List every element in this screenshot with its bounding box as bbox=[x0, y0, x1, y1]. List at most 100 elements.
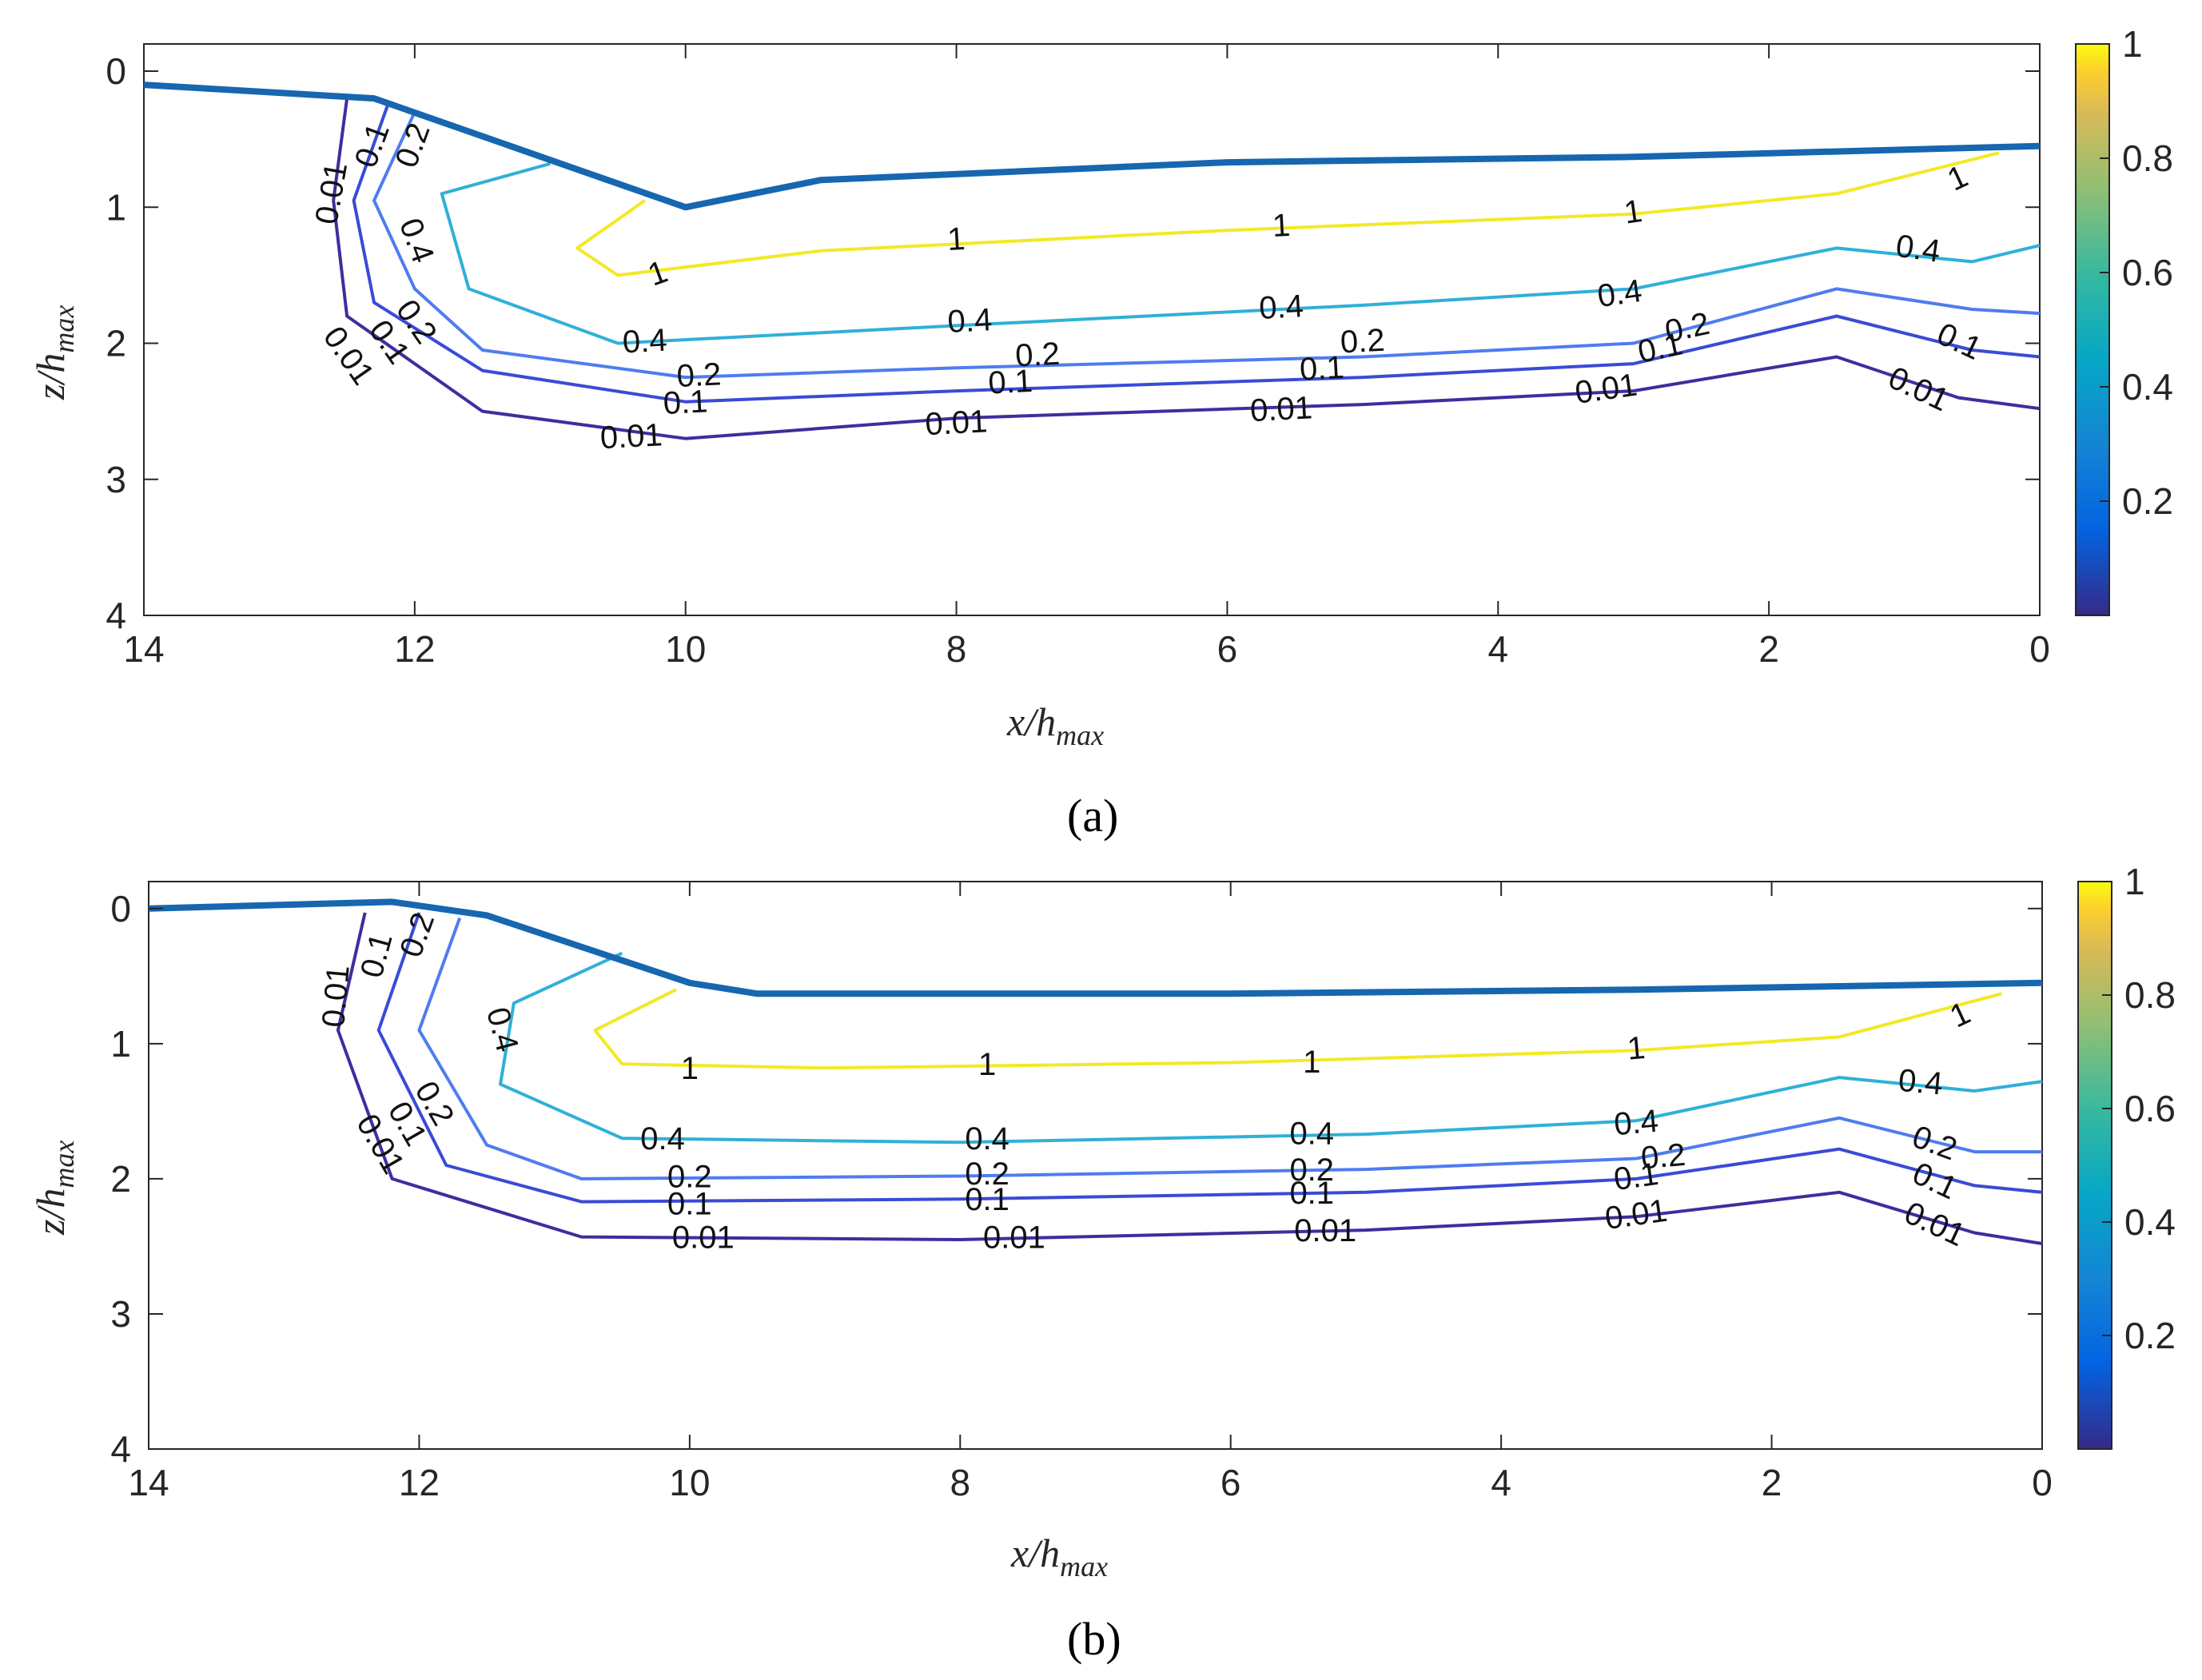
x-tick-label: 2 bbox=[1762, 1462, 1782, 1503]
contour-label: 0.4 bbox=[1897, 1063, 1944, 1102]
contour-label: 0.4 bbox=[1595, 273, 1644, 314]
contour-label: 0.01 bbox=[1603, 1193, 1669, 1236]
contour-label: 0.2 bbox=[676, 356, 723, 394]
contour-label: 0.1 bbox=[1299, 350, 1345, 388]
contour-label: 0.4 bbox=[1258, 289, 1304, 326]
contour-label: 0.2 bbox=[1289, 1153, 1334, 1188]
contour-label: 1 bbox=[946, 221, 966, 257]
panel-b-yticks: 0 1 2 3 4 bbox=[110, 888, 2042, 1470]
colorbar-tick-label: 0.6 bbox=[2124, 1088, 2176, 1129]
contour-label: 0.4 bbox=[946, 302, 993, 340]
colorbar-tick-label: 0.4 bbox=[2124, 1201, 2176, 1243]
panel-a-xlabel: x/hmax bbox=[1006, 699, 1104, 751]
x-tick-label: 8 bbox=[950, 1462, 970, 1503]
panel-a-ylabel: z/hmax bbox=[28, 305, 80, 400]
x-tick-label: 4 bbox=[1487, 628, 1508, 670]
contour-label: 0.2 bbox=[667, 1159, 712, 1194]
y-tick-label: 1 bbox=[106, 186, 126, 228]
contour-line-1 bbox=[593, 988, 2002, 1070]
contour-label: 0.4 bbox=[1613, 1104, 1660, 1143]
contour-label: 0.2 bbox=[965, 1156, 1009, 1192]
contour-label: 0.1 bbox=[667, 1186, 712, 1221]
contour-label: 1 bbox=[1303, 1045, 1320, 1080]
contour-label: 0.01 bbox=[316, 964, 356, 1029]
colorbar-tick-label: 0.8 bbox=[2122, 137, 2173, 179]
free-surface-line bbox=[143, 82, 2041, 211]
panel-a-contours bbox=[143, 82, 2041, 440]
contour-line-0_4 bbox=[499, 951, 2043, 1145]
x-tick-label: 8 bbox=[946, 628, 967, 670]
contour-label: 0.01 bbox=[1249, 390, 1313, 428]
contour-label: 0.2 bbox=[1639, 1137, 1686, 1176]
x-tick-label: 6 bbox=[1217, 628, 1238, 670]
contour-label: 1 bbox=[681, 1051, 699, 1086]
y-tick-label: 3 bbox=[110, 1293, 131, 1335]
y-tick-label: 4 bbox=[110, 1428, 131, 1470]
contour-line-0_1 bbox=[376, 912, 2043, 1204]
y-tick-label: 2 bbox=[110, 1158, 131, 1200]
contour-label: 0.01 bbox=[983, 1220, 1045, 1256]
panel-b-contours bbox=[148, 898, 2043, 1245]
contour-label: 0.01 bbox=[599, 417, 663, 456]
x-tick-label: 4 bbox=[1491, 1462, 1511, 1503]
panel-a-colorbar bbox=[2075, 43, 2110, 616]
colorbar-tick-label: 0.2 bbox=[2122, 480, 2173, 522]
panel-a-colorbar-ticks: 0.2 0.4 0.6 0.8 1 bbox=[2100, 23, 2173, 522]
panel-b-ylabel: z/hmax bbox=[28, 1141, 80, 1236]
contour-label: 0.01 bbox=[1573, 367, 1639, 410]
panel-b-label: (b) bbox=[1067, 1613, 1121, 1665]
colorbar-tick-label: 0.8 bbox=[2124, 974, 2176, 1016]
contour-label: 0.1 bbox=[965, 1182, 1009, 1217]
contour-label: 0.4 bbox=[640, 1121, 685, 1156]
panel-a: 11 1 110.40.40.4 0.4 0.40.40.20.20.20.2 0.2 0.… bbox=[28, 23, 2173, 842]
x-tick-label: 0 bbox=[2029, 628, 2050, 670]
contour-label: 0.4 bbox=[1289, 1116, 1334, 1151]
panel-b-colorbar-ticks: 0.2 0.4 0.6 0.8 1 bbox=[2102, 861, 2176, 1356]
contour-label: 1 bbox=[978, 1047, 996, 1082]
contour-label: 0.1 bbox=[987, 364, 1033, 401]
x-tick-label: 2 bbox=[1758, 628, 1779, 670]
contour-label: 0.2 bbox=[1340, 323, 1386, 360]
panel-b-plot-area bbox=[148, 881, 2043, 1450]
contour-line-1 bbox=[575, 151, 2000, 277]
contour-line-0_4 bbox=[440, 161, 2041, 345]
panel-a-label: (a) bbox=[1067, 790, 1118, 842]
colorbar-tick-label: 1 bbox=[2122, 23, 2143, 65]
contour-label: 0.1 bbox=[663, 384, 709, 421]
contour-label: 0.1 bbox=[1611, 1156, 1660, 1197]
contour-label: 0.1 bbox=[1289, 1176, 1334, 1211]
y-tick-label: 0 bbox=[110, 888, 131, 930]
colorbar-tick-label: 0.2 bbox=[2124, 1315, 2176, 1356]
panel-b-xticks: 14 12 10 8 6 4 2 0 bbox=[128, 882, 2053, 1503]
colorbar-tick-label: 0.4 bbox=[2122, 366, 2173, 408]
free-surface-line bbox=[148, 898, 2043, 997]
y-tick-label: 2 bbox=[106, 323, 126, 364]
panel-b: 1 1 1 110.40.4 0.4 0.4 0.40.40.20.20.2 0.2 0.2 0.… bbox=[28, 861, 2176, 1665]
x-tick-label: 0 bbox=[2032, 1462, 2053, 1503]
contour-label: 0.01 bbox=[672, 1220, 735, 1256]
colorbar-tick-label: 1 bbox=[2124, 861, 2145, 902]
contour-label: 0.4 bbox=[965, 1121, 1009, 1156]
contour-label: 0.01 bbox=[1294, 1213, 1356, 1248]
contour-label: 0.01 bbox=[924, 404, 988, 442]
x-tick-label: 6 bbox=[1220, 1462, 1241, 1503]
y-tick-label: 3 bbox=[106, 459, 126, 500]
panel-a-xticks: 14 12 10 8 6 4 2 0 bbox=[123, 44, 2050, 670]
x-tick-label: 12 bbox=[394, 628, 435, 670]
colorbar-tick-label: 0.6 bbox=[2122, 252, 2173, 293]
x-tick-label: 14 bbox=[123, 628, 164, 670]
panel-a-yticks: 0 1 2 3 4 bbox=[106, 50, 2040, 636]
panel-b-colorbar bbox=[2077, 881, 2112, 1450]
contour-label: 0.4 bbox=[622, 323, 668, 360]
contour-label: 1 bbox=[1626, 1030, 1647, 1067]
x-tick-label: 10 bbox=[669, 1462, 710, 1503]
contour-line-0_2 bbox=[417, 917, 2042, 1180]
y-tick-label: 0 bbox=[106, 50, 126, 92]
contour-label: 0.2 bbox=[1014, 336, 1061, 374]
contour-line-0_01 bbox=[332, 98, 2041, 440]
contour-label: 1 bbox=[1272, 208, 1292, 244]
x-tick-label: 12 bbox=[399, 1462, 440, 1503]
contour-line-0_1 bbox=[352, 104, 2041, 404]
y-tick-label: 4 bbox=[106, 595, 126, 636]
